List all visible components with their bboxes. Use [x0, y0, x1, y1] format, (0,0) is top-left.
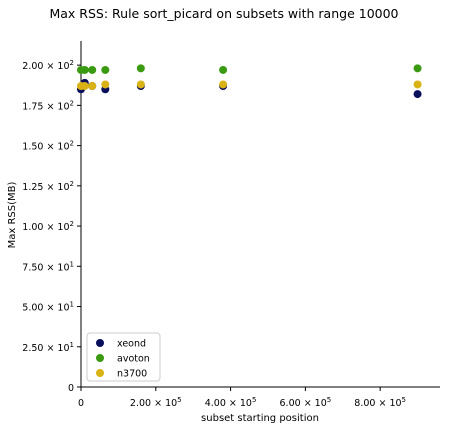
- data-point-avoton: [80, 65, 89, 74]
- y-tick-label: 0: [68, 383, 74, 394]
- data-point-avoton: [413, 64, 422, 73]
- data-point-avoton: [219, 65, 228, 74]
- y-tick-label: 1.00 × 102: [22, 220, 74, 233]
- legend-label-n3700: n3700: [117, 369, 147, 380]
- data-point-n3700: [101, 80, 110, 89]
- y-tick-label: 1.25 × 102: [22, 180, 74, 193]
- legend-marker-xeond: [96, 339, 104, 347]
- data-point-xeond: [413, 90, 422, 99]
- data-point-avoton: [136, 64, 145, 73]
- y-tick-label: 1.75 × 102: [22, 99, 74, 112]
- x-tick-label: 2.00 × 105: [130, 396, 182, 409]
- data-point-n3700: [136, 80, 145, 89]
- y-tick-label: 2.00 × 102: [22, 59, 74, 72]
- legend-label-xeond: xeond: [117, 339, 146, 350]
- y-tick-label: 7.50 × 101: [22, 260, 74, 273]
- x-tick-label: 0: [78, 398, 84, 409]
- data-point-avoton: [101, 65, 110, 74]
- x-tick-label: 8.00 × 105: [354, 396, 406, 409]
- legend-box: [86, 332, 161, 382]
- chart-title: Max RSS: Rule sort_picard on subsets wit…: [49, 6, 398, 21]
- y-axis-label: Max RSS(MB): [7, 182, 18, 249]
- y-tick-label: 5.00 × 101: [22, 301, 74, 314]
- data-point-n3700: [219, 80, 228, 89]
- data-point-n3700: [80, 82, 89, 91]
- x-tick-label: 4.00 × 105: [205, 396, 257, 409]
- data-point-avoton: [88, 65, 97, 74]
- y-tick-label: 2.50 × 101: [22, 341, 74, 354]
- x-axis-label: subset starting position: [201, 413, 319, 424]
- data-point-n3700: [88, 82, 97, 91]
- data-point-n3700: [413, 80, 422, 89]
- x-tick-label: 6.00 × 105: [280, 396, 332, 409]
- legend-label-avoton: avoton: [117, 354, 150, 365]
- legend-marker-n3700: [96, 369, 104, 377]
- y-tick-label: 1.50 × 102: [22, 140, 74, 153]
- legend-marker-avoton: [96, 354, 104, 362]
